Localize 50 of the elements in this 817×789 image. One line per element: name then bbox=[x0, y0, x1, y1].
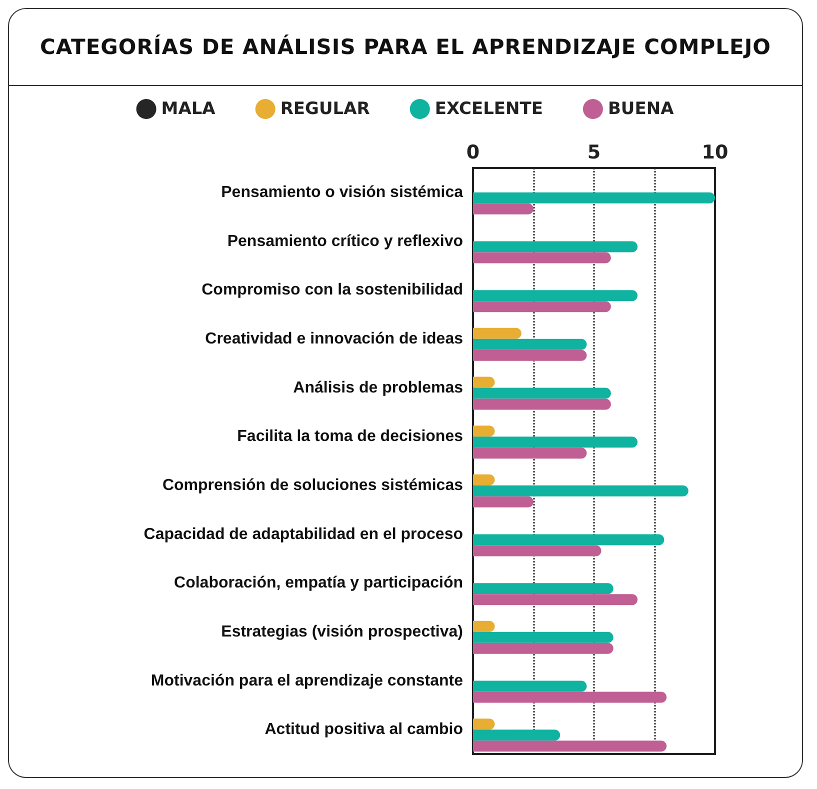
bar bbox=[473, 485, 688, 496]
bar bbox=[473, 376, 495, 388]
bar bbox=[473, 203, 534, 214]
y-tick-label: Comprensión de soluciones sistémicas bbox=[162, 476, 464, 494]
legend-label: BUENA bbox=[608, 99, 675, 119]
bar bbox=[473, 328, 522, 339]
bar bbox=[473, 301, 611, 312]
bar bbox=[473, 583, 614, 594]
bar bbox=[473, 241, 638, 252]
bar bbox=[473, 448, 587, 459]
bar bbox=[473, 680, 587, 692]
y-tick-label: Actitud positiva al cambio bbox=[264, 721, 464, 738]
bar bbox=[473, 620, 495, 632]
x-tick-label: 5 bbox=[587, 142, 601, 164]
y-tick-label: Creatividad e innovación de ideas bbox=[205, 330, 464, 348]
bar bbox=[473, 642, 614, 654]
bar bbox=[473, 692, 667, 703]
legend-label: EXCELENTE bbox=[434, 99, 543, 119]
y-tick-label: Motivación para el aprendizaje constante bbox=[150, 672, 464, 690]
y-tick-label: Colaboración, empatía y participación bbox=[174, 574, 463, 592]
bar bbox=[473, 350, 587, 361]
y-tick-label: Compromiso con la sostenibilidad bbox=[202, 282, 463, 299]
x-tick-label: 0 bbox=[466, 142, 480, 164]
bar bbox=[473, 496, 534, 508]
y-tick-label: Análisis de problemas bbox=[293, 379, 464, 396]
bar bbox=[473, 632, 614, 643]
bar bbox=[473, 474, 495, 486]
bar bbox=[473, 426, 495, 437]
y-tick-label: Facilita la toma de decisiones bbox=[237, 428, 464, 446]
y-tick-label: Capacidad de adaptabilidad en el proceso bbox=[144, 526, 464, 543]
bar bbox=[473, 338, 587, 350]
bar bbox=[473, 436, 638, 448]
bar bbox=[473, 534, 664, 546]
y-tick-label: Pensamiento o visión sistémica bbox=[221, 184, 464, 201]
legend-label: MALA bbox=[161, 99, 216, 119]
bar bbox=[473, 740, 667, 752]
bar bbox=[473, 718, 495, 730]
bar bbox=[473, 730, 560, 741]
bar bbox=[473, 388, 611, 399]
bar bbox=[473, 398, 611, 410]
y-tick-label: Pensamiento crítico y reflexivo bbox=[227, 232, 464, 250]
x-tick-label: 10 bbox=[702, 142, 728, 164]
bar bbox=[473, 545, 602, 556]
chart-title: CATEGORÍAS DE ANÁLISIS PARA EL APRENDIZAJE COMPLEJO bbox=[9, 9, 802, 86]
bar bbox=[473, 594, 638, 606]
bar bbox=[473, 192, 715, 204]
legend-label: REGULAR bbox=[280, 99, 370, 119]
bar bbox=[473, 252, 611, 264]
y-tick-label: Estrategias (visión prospectiva) bbox=[221, 623, 463, 640]
bar bbox=[473, 290, 638, 302]
